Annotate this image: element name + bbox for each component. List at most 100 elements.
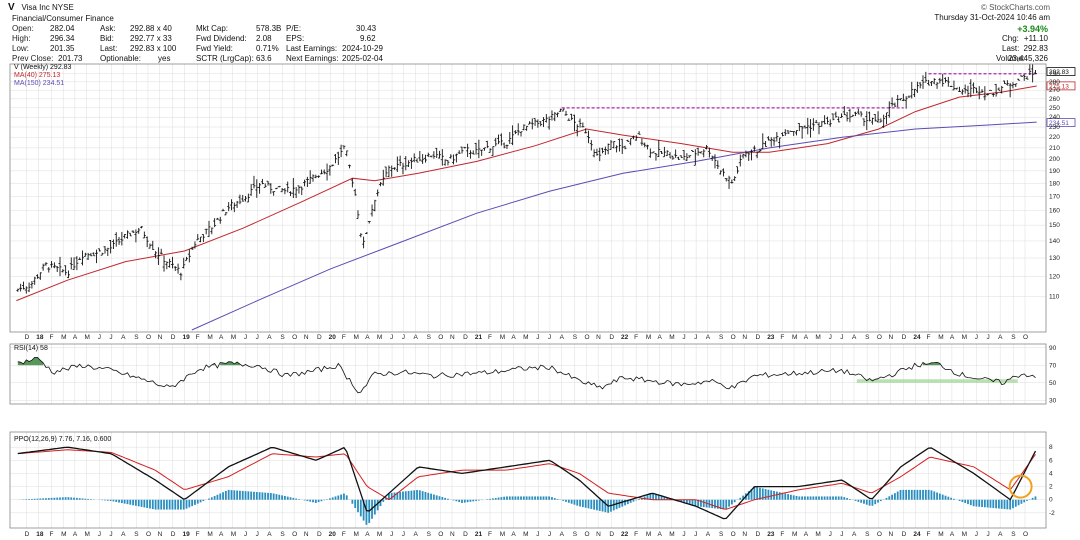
sector-label: Financial/Consumer Finance [12, 14, 114, 23]
x-tick-label-price: A [365, 334, 370, 341]
stat-prev-close: Prev Close: 201.73 [12, 54, 83, 63]
x-tick-label-price: S [427, 334, 432, 341]
ppo-histogram-bar [292, 497, 295, 500]
ppo-histogram-bar [784, 493, 787, 500]
ppo-histogram-bar [778, 492, 781, 500]
ppo-histogram-bar [919, 489, 922, 500]
ppo-histogram-bar [556, 499, 559, 500]
x-tick-label-ppo: F [780, 531, 784, 538]
ppo-histogram-bar [846, 498, 849, 500]
ppo-histogram-bar [115, 499, 118, 502]
ppo-histogram-bar [404, 491, 407, 500]
ppo-histogram-bar [222, 492, 224, 500]
stat-next-earnings: Next Earnings: 2025-02-04 [286, 54, 383, 63]
ppo-histogram-bar [854, 499, 857, 501]
ppo-histogram-bar [1012, 499, 1014, 509]
y-tick-label-price: 290 [1049, 71, 1060, 78]
ppo-histogram-bar [328, 498, 331, 500]
ppo-histogram-bar [73, 497, 75, 500]
ppo-histogram-bar [655, 494, 657, 500]
x-tick-label-price: A [804, 334, 809, 341]
ppo-histogram-bar [455, 499, 458, 502]
x-tick-label-ppo: F [927, 531, 931, 538]
x-tick-label-price: M [792, 334, 797, 341]
ppo-histogram-bar [1034, 496, 1037, 500]
x-tick-label-price: 21 [475, 334, 483, 341]
x-tick-label-price: 18 [36, 334, 44, 341]
ppo-histogram-bar [253, 491, 255, 500]
ppo-histogram-bar [941, 494, 944, 500]
ppo-histogram-bar [393, 492, 396, 500]
ppo-histogram-bar [317, 499, 320, 503]
x-tick-label-price: A [706, 334, 711, 341]
ppo-histogram-bar [179, 499, 182, 510]
ppo-histogram-bar [402, 491, 404, 500]
ppo-histogram-bar [542, 496, 545, 500]
ppo-layer [16, 446, 1037, 525]
ppo-histogram-bar [264, 492, 267, 500]
x-tick-label-price: D [463, 334, 468, 341]
ppo-histogram-bar [182, 499, 185, 510]
ppo-histogram-bar [840, 496, 843, 500]
ppo-histogram-bar [174, 499, 177, 510]
ppo-histogram-bar [194, 499, 196, 505]
ppo-histogram-bar [373, 499, 376, 515]
ppo-histogram-bar [517, 496, 520, 500]
ppo-histogram-bar [938, 493, 941, 500]
y-tick-label-price: 110 [1049, 293, 1060, 300]
ppo-histogram-bar [337, 495, 340, 500]
y-tick-label-price: 220 [1049, 134, 1060, 141]
price-tag: 234.51 [1049, 120, 1069, 127]
ppo-histogram-bar [340, 494, 343, 500]
x-tick-label-price: J [986, 334, 989, 341]
y-tick-label-price: 170 [1049, 193, 1060, 200]
x-tick-label-price: F [342, 334, 346, 341]
x-tick-label-ppo: S [280, 531, 285, 538]
stat-ask: Ask: 292.88 x 40 [100, 24, 172, 33]
ppo-histogram-bar [531, 496, 534, 500]
ppo-histogram-bar [432, 494, 435, 500]
price-tag-box [1046, 67, 1076, 76]
ppo-panel-frame [9, 431, 1047, 529]
x-tick-label-ppo: A [852, 531, 857, 538]
ppo-histogram-bar [109, 499, 112, 501]
x-tick-label-price: A [73, 334, 78, 341]
ppo-histogram-bar [787, 494, 789, 500]
ppo-histogram-bar [660, 495, 663, 500]
ppo-histogram-bar [986, 499, 989, 508]
ppo-histogram-bar [477, 499, 480, 501]
y-tick-label-ppo: 6 [1049, 457, 1053, 464]
x-tick-label-price: M [962, 334, 967, 341]
ppo-histogram-bar [930, 490, 933, 500]
y-tick-label-ppo: 2 [1049, 484, 1053, 491]
ppo-histogram-bar [70, 497, 73, 500]
ppo-histogram-bar [975, 499, 978, 507]
ppo-histogram-bar [1023, 499, 1026, 503]
stat-open: Open: 282.04 [12, 24, 75, 33]
ppo-histogram-bar [39, 498, 42, 500]
stat-mkt-cap: Mkt Cap: 578.3B [196, 24, 282, 33]
x-tick-label-price: D [25, 334, 30, 341]
x-tick-label-ppo: A [998, 531, 1003, 538]
legend-price: V (Weekly) 292.83 [14, 64, 72, 71]
x-tick-label-ppo: N [158, 531, 163, 538]
ppo-histogram-bar [868, 499, 871, 506]
x-tick-label-price: J [975, 334, 978, 341]
ppo-histogram-bar [241, 490, 244, 500]
ppo-histogram-bar [781, 492, 784, 500]
ppo-histogram-bar [224, 490, 227, 500]
x-tick-label-price: F [49, 334, 53, 341]
rsi-support-band [856, 379, 1018, 383]
y-tick-label-price: 190 [1049, 168, 1060, 175]
ppo-histogram-bar [857, 499, 860, 502]
x-tick-label-ppo: J [536, 531, 539, 538]
ppo-histogram-bar [458, 499, 461, 503]
ppo-histogram-bar [809, 496, 812, 500]
ppo-histogram-bar [461, 499, 463, 503]
x-tick-label-ppo: S [719, 531, 724, 538]
ppo-histogram-bar [506, 496, 508, 500]
ppo-histogram-bar [579, 499, 581, 507]
quote-box: +3.94% Chg: +11.10 Last: 292.83 Volume: 23,… [996, 24, 1048, 64]
ppo-histogram-bar [885, 497, 888, 500]
ppo-histogram-bar [944, 495, 947, 500]
